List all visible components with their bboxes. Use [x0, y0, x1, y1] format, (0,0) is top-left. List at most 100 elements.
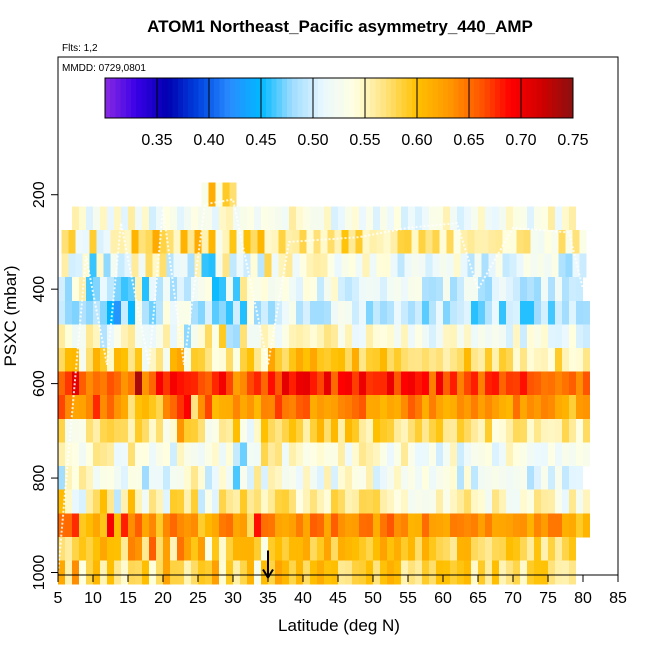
heatmap-cell — [492, 277, 500, 302]
heatmap-cell — [520, 536, 528, 561]
heatmap-cell — [68, 253, 76, 278]
heatmap-cell — [551, 253, 559, 278]
colorbar-swatch — [562, 78, 569, 118]
heatmap-cell — [464, 348, 472, 372]
heatmap-cell — [163, 466, 171, 491]
heatmap-cell — [450, 418, 458, 443]
heatmap-cell — [457, 489, 465, 514]
heatmap-cell — [527, 418, 535, 443]
heatmap-cell — [436, 395, 444, 420]
heatmap-cell — [583, 395, 591, 420]
y-tick-label: 800 — [31, 465, 48, 492]
heatmap-cell — [408, 277, 416, 302]
heatmap-cell — [338, 513, 346, 538]
heatmap-cell — [359, 536, 367, 561]
heatmap-cell — [142, 418, 150, 443]
heatmap-cell — [481, 229, 489, 254]
x-tick-label: 40 — [294, 590, 312, 607]
heatmap-cell — [282, 466, 290, 491]
colorbar-swatch — [297, 78, 304, 118]
heatmap-cell — [310, 206, 318, 231]
heatmap-cell — [177, 489, 185, 514]
heatmap-cell — [271, 253, 279, 278]
heatmap-cell — [534, 466, 542, 491]
heatmap-cell — [135, 348, 143, 372]
heatmap-cell — [579, 253, 587, 278]
heatmap-cell — [310, 442, 318, 467]
colorbar-swatch — [406, 78, 413, 118]
heatmap-cell — [555, 206, 563, 231]
heatmap-cell — [156, 513, 164, 538]
heatmap-cell — [520, 300, 528, 325]
heatmap-cell — [264, 229, 272, 254]
heatmap-cell — [422, 418, 430, 443]
colorbar-swatch — [349, 78, 356, 118]
heatmap-cell — [359, 348, 367, 372]
heatmap-cell — [310, 395, 318, 420]
heatmap-cell — [436, 324, 444, 349]
heatmap-cell — [404, 253, 412, 278]
heatmap-cell — [100, 206, 108, 231]
heatmap-cell — [583, 371, 591, 396]
heatmap-cell — [240, 536, 248, 561]
heatmap-cell — [324, 324, 332, 349]
heatmap-cell — [93, 348, 101, 372]
heatmap-cell — [310, 489, 318, 514]
heatmap-cell — [58, 324, 66, 349]
heatmap-cell — [240, 418, 248, 443]
heatmap-cell — [289, 442, 297, 467]
heatmap-cell — [331, 395, 339, 420]
heatmap-cell — [233, 206, 241, 231]
heatmap-cell — [142, 206, 150, 231]
heatmap-cell — [576, 300, 584, 325]
heatmap-cell — [457, 324, 465, 349]
heatmap-cell — [541, 466, 549, 491]
heatmap-cell — [254, 466, 262, 491]
heatmap-cell — [485, 442, 493, 467]
heatmap-cell — [303, 536, 311, 561]
heatmap-cell — [114, 324, 122, 349]
heatmap-cell — [215, 182, 223, 207]
heatmap-cell — [93, 560, 101, 585]
heatmap-cell — [205, 324, 213, 349]
colorbar-swatch — [391, 78, 397, 118]
heatmap-cell — [450, 489, 458, 514]
colorbar-swatch — [323, 78, 330, 118]
heatmap-cell — [275, 418, 283, 443]
heatmap-cell — [79, 348, 87, 372]
colorbar-tick-label: 0.55 — [349, 132, 380, 149]
heatmap-cell — [541, 206, 549, 231]
heatmap-cell — [226, 206, 234, 231]
heatmap-cell — [103, 229, 111, 254]
heatmap-cell — [345, 395, 353, 420]
heatmap-cell — [324, 277, 332, 302]
heatmap-cell — [219, 489, 227, 514]
heatmap-cell — [513, 300, 521, 325]
heatmap-cell — [212, 442, 220, 467]
heatmap-cell — [548, 300, 556, 325]
heatmap-cell — [436, 348, 444, 372]
heatmap-cell — [331, 418, 339, 443]
heatmap-cell — [520, 206, 528, 231]
heatmap-cell — [170, 466, 178, 491]
heatmap-cell — [72, 513, 80, 538]
heatmap-cell — [352, 348, 360, 372]
heatmap-cell — [254, 324, 262, 349]
colorbar-swatch — [495, 78, 501, 118]
heatmap-cell — [464, 206, 472, 231]
heatmap-cell — [338, 536, 346, 561]
heatmap-cell — [317, 324, 325, 349]
heatmap-cell — [222, 182, 230, 207]
heatmap-cell — [324, 371, 332, 396]
heatmap-cell — [184, 466, 192, 491]
colorbar-tick-label: 0.75 — [557, 132, 588, 149]
heatmap-cell — [303, 489, 311, 514]
heatmap-cell — [261, 371, 269, 396]
colorbar-swatch — [167, 78, 174, 118]
heatmap-cell — [562, 466, 570, 491]
heatmap-cell — [513, 513, 521, 538]
heatmap-cell — [527, 489, 535, 514]
heatmap-cell — [352, 371, 360, 396]
heatmap-cell — [247, 560, 255, 585]
heatmap-cell — [513, 206, 521, 231]
